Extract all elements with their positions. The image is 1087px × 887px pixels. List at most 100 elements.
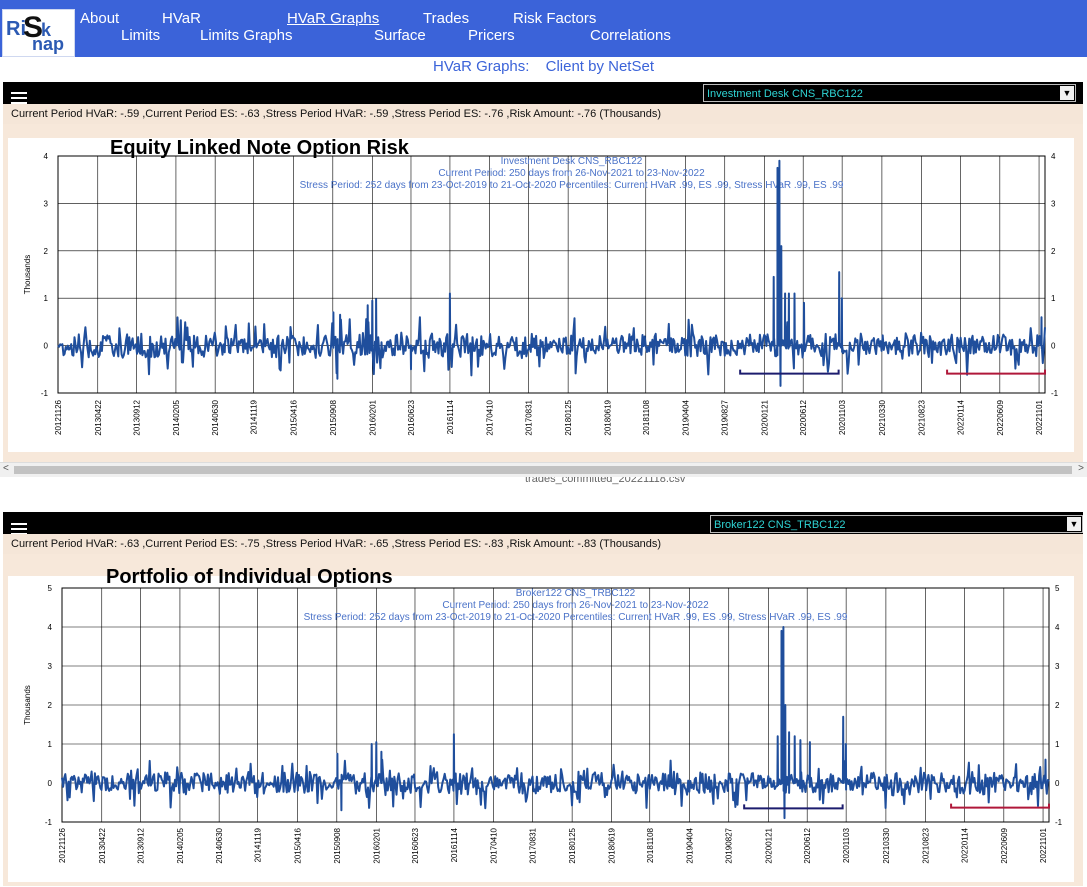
nav-correlations[interactable]: Correlations xyxy=(590,27,671,44)
y-axis-label: Thousands xyxy=(23,685,32,725)
chart-header-line: Investment Desk CNS_RBC122 xyxy=(501,156,643,167)
x-tick-label: 20180619 xyxy=(607,827,616,863)
chart-header-line: Stress Period: 252 days from 23-Oct-2019… xyxy=(300,180,844,191)
y-tick-label-left: 3 xyxy=(48,662,53,671)
x-tick-label: 20170410 xyxy=(490,827,499,863)
x-tick-label: 20121126 xyxy=(58,827,67,863)
nav-hvar[interactable]: HVaR xyxy=(162,10,201,27)
chart-title-1: Equity Linked Note Option Risk xyxy=(110,137,409,159)
x-tick-label: 20200121 xyxy=(765,827,774,863)
risksnap-logo[interactable]: Ri S k nap xyxy=(2,9,75,57)
x-tick-label: 20201103 xyxy=(842,827,851,863)
horizontal-scrollbar[interactable]: < > xyxy=(0,462,1087,477)
x-tick-label: 20200612 xyxy=(803,827,812,863)
hvar-chart-1: -1 -1 0 0 1 1 2 2 3 3 4 4 20121126 20130422 20130912 20… xyxy=(23,152,1059,436)
x-tick-label: 20170831 xyxy=(528,827,537,863)
x-tick-label: 20200612 xyxy=(799,399,808,435)
x-tick-label: 20130912 xyxy=(136,827,145,863)
x-tick-label: 20160201 xyxy=(368,399,377,435)
page-subtitle-right: Client by NetSet xyxy=(545,58,654,75)
y-tick-label-left: -1 xyxy=(45,818,53,827)
y-tick-label-right: 4 xyxy=(1055,623,1060,632)
nav-risk-factors[interactable]: Risk Factors xyxy=(513,10,597,27)
y-tick-label-left: -1 xyxy=(41,389,49,398)
x-tick-label: 20221101 xyxy=(1035,399,1044,435)
y-axis-label: Thousands xyxy=(23,255,32,295)
x-tick-label: 20190827 xyxy=(721,399,730,435)
nav-trades[interactable]: Trades xyxy=(423,10,470,27)
y-tick-label-left: 2 xyxy=(44,247,49,256)
chart-header-line: Broker122 CNS_TRBC122 xyxy=(516,588,636,599)
x-tick-label: 20161114 xyxy=(446,399,455,434)
current-period-bracket xyxy=(946,369,1046,375)
x-tick-label: 20200121 xyxy=(761,399,770,435)
scroll-left-icon[interactable]: < xyxy=(3,463,9,474)
x-tick-label: 20201103 xyxy=(838,399,847,435)
x-tick-label: 20160623 xyxy=(411,827,420,863)
x-tick-label: 20210330 xyxy=(882,827,891,863)
y-tick-label-right: 1 xyxy=(1055,740,1060,749)
x-tick-label: 20130912 xyxy=(132,399,141,435)
x-tick-label: 20181108 xyxy=(646,827,655,863)
y-tick-label-left: 4 xyxy=(48,623,53,632)
page-subtitle-left: HVaR Graphs: xyxy=(433,58,530,75)
x-tick-label: 20150908 xyxy=(333,827,342,863)
hamburger-icon[interactable] xyxy=(11,92,27,104)
x-tick-label: 20181108 xyxy=(642,399,651,435)
y-tick-label-right: -1 xyxy=(1051,389,1059,398)
nav-hvar-graphs[interactable]: HVaR Graphs xyxy=(287,10,380,27)
x-tick-label: 20150908 xyxy=(329,399,338,435)
y-tick-label-left: 0 xyxy=(44,342,49,351)
y-tick-label-left: 0 xyxy=(48,779,53,788)
nav-limits[interactable]: Limits xyxy=(121,27,161,44)
x-tick-label: 20210330 xyxy=(878,399,887,435)
page-subtitle: HVaR Graphs: Client by NetSet xyxy=(0,58,1087,75)
stress-period-bracket xyxy=(743,804,844,810)
x-tick-label: 20121126 xyxy=(54,399,63,435)
chart-header-line: Stress Period: 252 days from 23-Oct-2019… xyxy=(304,612,848,623)
x-tick-label: 20180125 xyxy=(564,399,573,435)
top-nav-bar: Ri S k nap About HVaR HVaR Graphs Trades… xyxy=(0,0,1087,57)
y-tick-label-right: 0 xyxy=(1055,779,1060,788)
chart-panel-2: -1 -1 0 0 1 1 2 2 3 3 4 4 5 5 20121126 20130422 20130912… xyxy=(3,554,1083,886)
portfolio-select-2[interactable]: Broker122 CNS_TRBC122 ▼ xyxy=(710,515,1083,533)
scroll-right-icon[interactable]: > xyxy=(1078,463,1084,474)
nav-surface[interactable]: Surface xyxy=(374,27,426,44)
x-tick-label: 20220609 xyxy=(1000,827,1009,863)
scrollbar-thumb[interactable] xyxy=(14,466,1072,474)
chart-header-line: Current Period: 250 days from 26-Nov-202… xyxy=(442,600,709,611)
x-tick-label: 20141119 xyxy=(254,827,263,862)
portfolio-select-2-value: Broker122 CNS_TRBC122 xyxy=(714,519,846,531)
x-tick-label: 20170831 xyxy=(524,399,533,435)
chart-panel-1: -1 -1 0 0 1 1 2 2 3 3 4 4 20121126 20130422 20130912 20… xyxy=(3,124,1083,462)
chart-area-2: -1 -1 0 0 1 1 2 2 3 3 4 4 5 5 20121126 20130422 20130912… xyxy=(8,576,1074,882)
hvar-series-line xyxy=(61,626,1050,820)
y-tick-label-left: 3 xyxy=(44,199,49,208)
x-tick-label: 20210823 xyxy=(921,827,930,863)
y-tick-label-right: 2 xyxy=(1055,701,1060,710)
nav-about[interactable]: About xyxy=(80,10,120,27)
portfolio-select-1-value: Investment Desk CNS_RBC122 xyxy=(707,88,863,100)
current-period-bracket xyxy=(950,803,1050,809)
chart-area-1: -1 -1 0 0 1 1 2 2 3 3 4 4 20121126 20130422 20130912 20… xyxy=(8,138,1074,452)
nav-limits-graphs[interactable]: Limits Graphs xyxy=(200,27,293,44)
x-tick-label: 20210823 xyxy=(917,399,926,435)
stress-period-bracket xyxy=(739,369,840,375)
x-tick-label: 20150416 xyxy=(290,399,299,435)
chart-title-2: Portfolio of Individual Options xyxy=(106,566,393,588)
hvar-chart-2: -1 -1 0 0 1 1 2 2 3 3 4 4 5 5 20121126 20130422 20130912… xyxy=(23,584,1063,864)
chevron-down-icon[interactable]: ▼ xyxy=(1067,517,1081,531)
x-tick-label: 20190827 xyxy=(725,827,734,863)
portfolio-select-1[interactable]: Investment Desk CNS_RBC122 ▼ xyxy=(703,84,1076,102)
x-tick-label: 20220114 xyxy=(956,399,965,435)
x-tick-label: 20141119 xyxy=(250,399,259,434)
chevron-down-icon[interactable]: ▼ xyxy=(1060,86,1074,100)
x-tick-label: 20150416 xyxy=(294,827,303,863)
x-tick-label: 20130422 xyxy=(98,827,107,863)
y-tick-label-right: 0 xyxy=(1051,342,1056,351)
nav-pricers[interactable]: Pricers xyxy=(468,27,515,44)
y-tick-label-right: 2 xyxy=(1051,247,1056,256)
hvar-series-line xyxy=(57,159,1046,387)
gap xyxy=(0,487,1087,509)
x-tick-label: 20160623 xyxy=(407,399,416,435)
